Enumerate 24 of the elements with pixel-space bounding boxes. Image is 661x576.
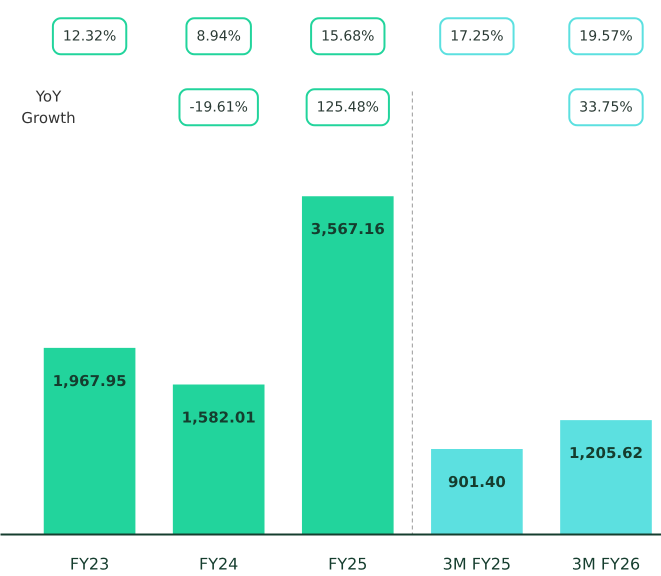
bar	[560, 420, 652, 534]
data-label: 1,582.01	[182, 408, 256, 426]
bar	[172, 384, 265, 534]
text: 8.94%	[196, 28, 241, 44]
bar	[431, 449, 523, 534]
x-tick-label: FY23	[70, 554, 110, 574]
x-tick-label: FY25	[328, 554, 368, 574]
data-label: 3,567.16	[310, 220, 385, 238]
data-label: 1,967.95	[52, 372, 127, 390]
text: 19.57%	[579, 28, 633, 44]
bar	[44, 348, 136, 534]
text: -19.61%	[189, 99, 248, 116]
x-tick-label: 3M FY25	[442, 554, 512, 574]
text: 33.75%	[579, 99, 633, 116]
data-label: 901.40	[448, 473, 506, 492]
text: 17.25%	[450, 28, 504, 44]
data-label: 1,205.62	[568, 444, 644, 462]
text: YoY Growth	[21, 88, 76, 128]
text: 125.48%	[316, 99, 379, 116]
x-tick-label: 3M FY26	[572, 554, 640, 574]
text: 12.32%	[62, 28, 116, 44]
text: 15.68%	[321, 28, 374, 44]
bar	[302, 196, 394, 534]
x-tick-label: FY24	[199, 554, 238, 574]
